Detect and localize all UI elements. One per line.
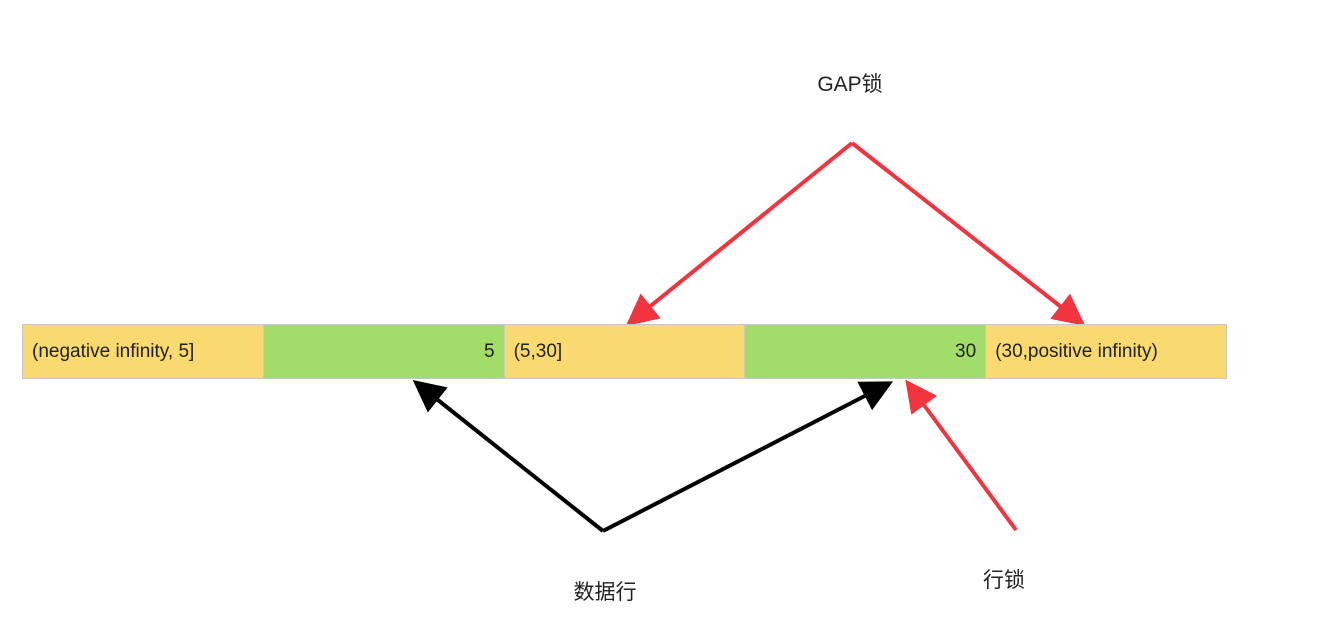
row-lock-arrow	[905, 379, 1018, 532]
gap-lock-label: GAP锁	[817, 73, 883, 96]
data-row-arrow-left	[412, 380, 605, 533]
gap-cell-5-30: (5,30]	[504, 325, 746, 378]
gap-lock-arrow-left	[625, 141, 854, 327]
row-lock-label: 行锁	[983, 569, 1025, 592]
row-cell-30: 30	[745, 325, 987, 378]
gap-cell-negative-infinity-5: (negative infinity, 5]	[23, 325, 264, 378]
index-range-bar: (negative infinity, 5] 5 (5,30] 30 (30,p…	[22, 324, 1227, 379]
gap-cell-30-positive-infinity: (30,positive infinity)	[986, 325, 1226, 378]
gap-lock-arrow-right	[850, 141, 1086, 326]
row-cell-5: 5	[263, 325, 505, 378]
data-row-label: 数据行	[573, 581, 637, 604]
data-row-arrow-right	[602, 381, 894, 533]
